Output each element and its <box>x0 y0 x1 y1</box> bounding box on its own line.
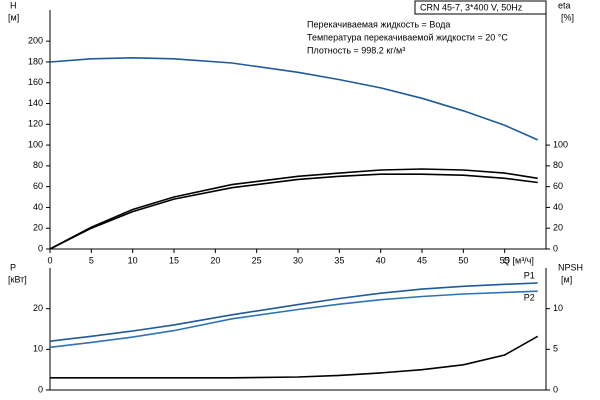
y2-tick-label: 20 <box>553 223 563 233</box>
x-tick-label: 25 <box>252 255 262 265</box>
y2-tick-label: 0 <box>553 243 558 253</box>
curve <box>50 335 539 379</box>
y-tick-label: 100 <box>28 139 43 149</box>
x-tick-label: 0 <box>47 255 52 265</box>
y-tick-label: 20 <box>33 223 43 233</box>
y2-tick-label: 40 <box>553 202 563 212</box>
x-tick-label: 35 <box>334 255 344 265</box>
y2-label: NPSH <box>558 262 583 272</box>
y2-unit: [м] <box>561 274 572 284</box>
y2-tick-label: 60 <box>553 181 563 191</box>
y2-label: eta <box>558 0 571 10</box>
y2-tick-label: 0 <box>553 384 558 394</box>
y-tick-label: 10 <box>33 344 43 354</box>
x-tick-label: 10 <box>128 255 138 265</box>
y-tick-label: 60 <box>33 181 43 191</box>
y-tick-label: 180 <box>28 56 43 66</box>
y-label: P <box>10 262 16 272</box>
note: Плотность = 998.2 кг/м³ <box>307 45 405 55</box>
y2-tick-label: 10 <box>553 303 563 313</box>
x-tick-label: 15 <box>169 255 179 265</box>
y-label: H <box>10 0 17 10</box>
x-label: Q [м³/ч] <box>503 255 534 265</box>
curve <box>49 282 538 342</box>
y-tick-label: 120 <box>28 119 43 129</box>
y-tick-label: 0 <box>38 384 43 394</box>
y-tick-label: 160 <box>28 77 43 87</box>
y-tick-label: 20 <box>33 303 43 313</box>
chart-title: CRN 45-7, 3*400 V, 50Hz <box>420 2 523 12</box>
y-tick-label: 40 <box>33 202 43 212</box>
x-tick-label: 30 <box>293 255 303 265</box>
x-tick-label: 5 <box>89 255 94 265</box>
title-box <box>414 0 547 15</box>
curve <box>49 56 539 141</box>
y-tick-label: 0 <box>38 243 43 253</box>
y-unit: [м] <box>8 12 19 22</box>
x-tick-label: 55 <box>500 255 510 265</box>
curve-label: P2 <box>524 293 535 303</box>
x-tick-label: 40 <box>376 255 386 265</box>
y2-unit: [%] <box>561 12 574 22</box>
y2-tick-label: 80 <box>553 160 563 170</box>
note: Температура перекачиваемой жидкости = 20… <box>307 32 508 42</box>
y2-tick-label: 100 <box>553 139 568 149</box>
note: Перекачиваемая жидкость = Вода <box>307 19 450 29</box>
curve-label: P1 <box>524 270 535 280</box>
curve <box>49 173 538 250</box>
y-tick-label: 80 <box>33 160 43 170</box>
x-tick-label: 50 <box>458 255 468 265</box>
y2-tick-label: 5 <box>553 344 558 354</box>
x-tick-label: 20 <box>210 255 220 265</box>
curve <box>49 168 538 250</box>
y-unit: [кВт] <box>8 274 27 284</box>
y-tick-label: 140 <box>28 98 43 108</box>
x-tick-label: 45 <box>417 255 427 265</box>
y-tick-label: 200 <box>28 36 43 46</box>
curve <box>49 290 538 349</box>
